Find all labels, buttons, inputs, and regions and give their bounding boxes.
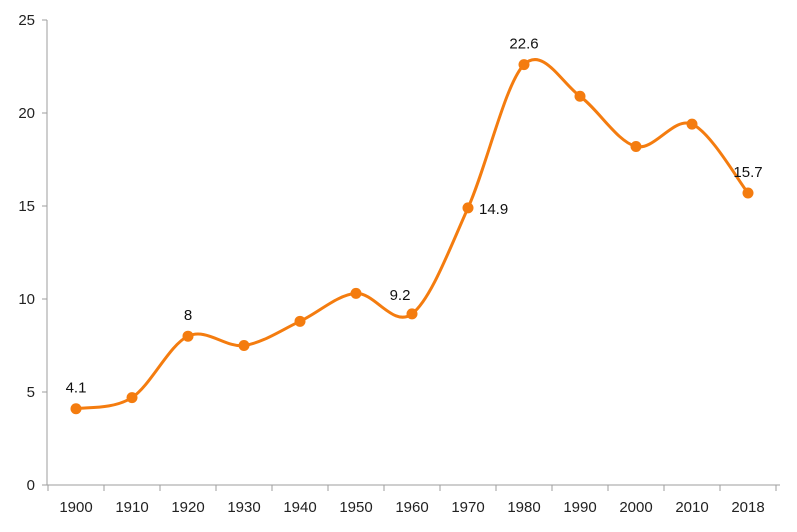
x-tick-label: 2010: [675, 499, 708, 516]
y-tick-label: 20: [18, 105, 35, 122]
x-tick-label: 1980: [507, 499, 540, 516]
x-tick-label: 1900: [59, 499, 92, 516]
data-labels: 4.1 8 9.2 14.9 22.6 15.7: [66, 36, 763, 397]
data-label: 8: [184, 307, 192, 324]
x-tick-label: 1970: [451, 499, 484, 516]
x-tick-label: 1920: [171, 499, 204, 516]
x-tick-label: 1990: [563, 499, 596, 516]
x-tick-label: 1930: [227, 499, 260, 516]
data-point-1920: [182, 330, 194, 342]
data-point-2000: [630, 140, 642, 152]
data-label: 14.9: [479, 201, 508, 218]
y-tick-label: 25: [18, 12, 35, 29]
y-tick-label: 15: [18, 198, 35, 215]
data-label: 9.2: [390, 287, 411, 304]
x-tick-label: 1960: [395, 499, 428, 516]
data-point-1980: [518, 59, 530, 71]
data-point-2018: [742, 187, 754, 199]
data-point-1940: [294, 315, 306, 327]
data-point-1930: [238, 340, 250, 351]
x-axis: 1900 1910 1920 1930 1940 1950 1960 1970 1980 1990…: [47, 484, 780, 516]
data-label: 22.6: [509, 36, 538, 53]
series-line: [75, 58, 750, 411]
y-tick-label: 10: [18, 291, 35, 308]
y-tick-label: 5: [27, 384, 35, 401]
x-tick-label: 2000: [619, 499, 652, 516]
data-point-1900: [70, 403, 82, 415]
data-point-1990: [574, 90, 586, 102]
x-tick-label: 1910: [115, 499, 148, 516]
data-point-1950: [350, 287, 362, 299]
data-point-1960: [406, 308, 418, 320]
data-label: 4.1: [66, 380, 87, 397]
x-tick-label: 1950: [339, 499, 372, 516]
data-label: 15.7: [733, 164, 762, 181]
series-line-group: [75, 58, 750, 411]
data-points: [70, 59, 754, 415]
data-point-2010: [686, 118, 698, 130]
y-tick-label: 0: [27, 477, 35, 494]
x-tick-label: 1940: [283, 499, 316, 516]
data-point-1970: [462, 202, 474, 214]
x-tick-label: 2018: [731, 499, 764, 516]
y-axis: 0 5 10 15 20 25: [18, 12, 48, 494]
data-point-1910: [126, 392, 138, 404]
